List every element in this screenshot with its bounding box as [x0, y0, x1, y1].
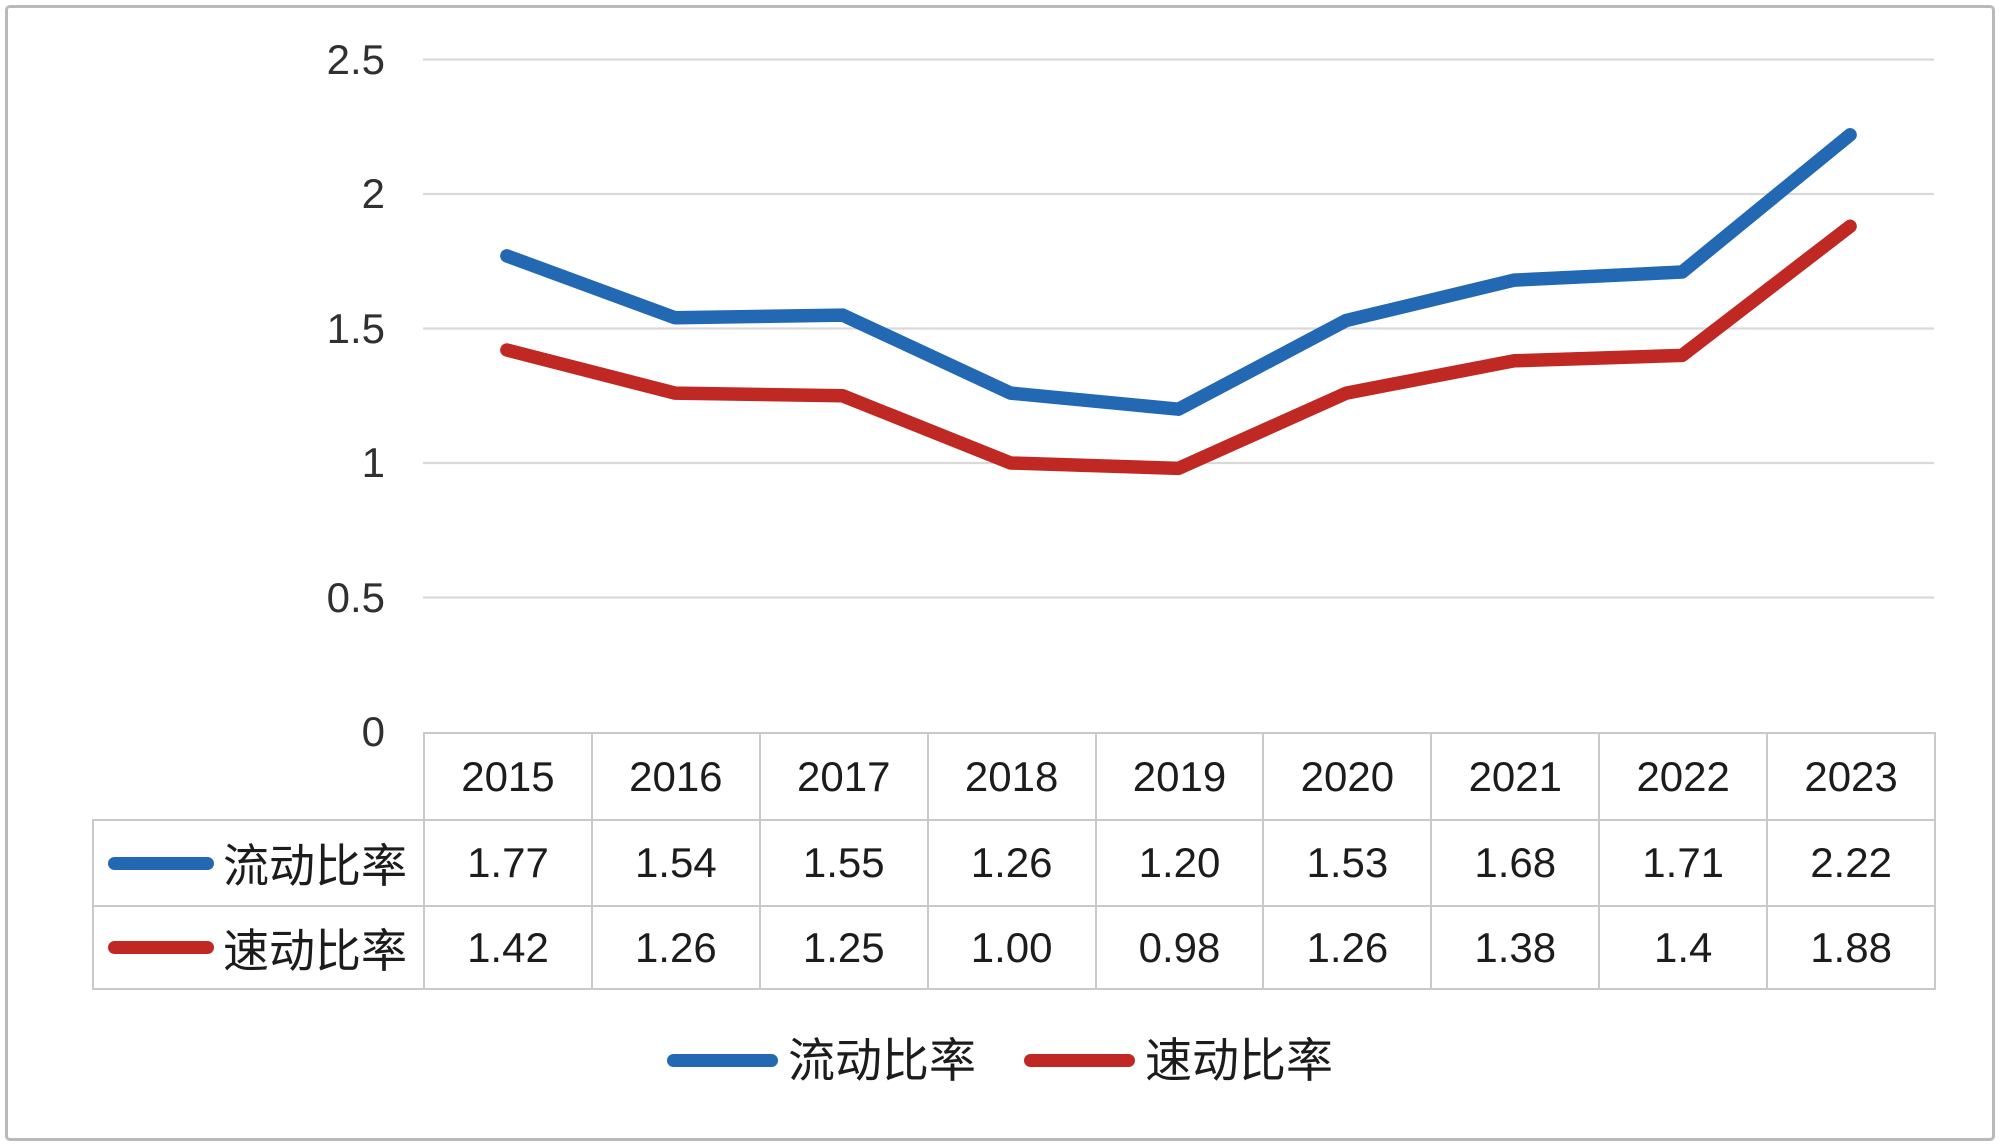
quick-ratio-legend-key-line [1024, 1053, 1135, 1067]
value-cell: 1.54 [590, 819, 761, 907]
value-cell: 1.71 [1598, 819, 1769, 907]
legend-item-quick-ratio: 速动比率 [1024, 1037, 1333, 1084]
value-cell: 1.26 [926, 819, 1097, 907]
value-cell: 1.53 [1262, 819, 1433, 907]
year-header-cell: 2020 [1262, 732, 1433, 821]
value-cell: 2.22 [1766, 819, 1937, 907]
y-axis-tick-label: 1.5 [326, 305, 385, 352]
y-axis-tick-label: 0 [361, 708, 385, 755]
year-header-cell: 2023 [1766, 732, 1937, 821]
legend-item-current-ratio: 流动比率 [667, 1037, 976, 1084]
year-header-cell: 2018 [926, 732, 1097, 821]
y-axis-tick-label: 0.5 [326, 574, 385, 621]
value-cell: 1.68 [1430, 819, 1601, 907]
quick-ratio-line [500, 219, 1857, 476]
table-row: 速动比率 1.42 1.26 1.25 1.00 0.98 1.26 1.38 1.4 1.88 [92, 905, 1937, 990]
value-cell: 1.88 [1766, 905, 1937, 990]
quick-ratio-key-line [108, 941, 214, 954]
series-label-cell: 流动比率 [92, 819, 425, 907]
year-header-cell: 2017 [758, 732, 929, 821]
chart-legend: 流动比率 速动比率 [0, 1031, 2000, 1089]
value-cell: 1.25 [758, 905, 929, 990]
current-ratio-key-line [108, 856, 214, 870]
table-row: 流动比率 1.77 1.54 1.55 1.26 1.20 1.53 1.68 1.71 2.22 [92, 819, 1937, 907]
current-ratio-line [500, 128, 1857, 416]
y-axis-tick-label: 1 [361, 439, 385, 486]
y-axis-tick-label: 2.5 [326, 36, 385, 83]
series-name: 速动比率 [223, 924, 407, 977]
series-name: 流动比率 [223, 840, 407, 892]
year-header-cell: 2016 [590, 732, 761, 821]
year-header-cell: 2022 [1598, 732, 1769, 821]
table-corner-cell [93, 733, 424, 820]
year-header-cell: 2019 [1094, 732, 1265, 821]
value-cell: 1.4 [1598, 905, 1769, 990]
value-cell: 1.00 [926, 905, 1097, 990]
current-ratio-legend-key-line [667, 1053, 778, 1067]
year-header-cell: 2021 [1430, 732, 1601, 821]
value-cell: 1.38 [1430, 905, 1601, 990]
series-label-cell: 速动比率 [92, 905, 425, 990]
legend-label: 速动比率 [1145, 1033, 1333, 1087]
value-cell: 1.77 [423, 819, 593, 907]
value-cell: 1.26 [590, 905, 761, 990]
value-cell: 0.98 [1094, 905, 1265, 990]
legend-label: 流动比率 [788, 1033, 976, 1087]
value-cell: 1.26 [1262, 905, 1433, 990]
value-cell: 1.55 [758, 819, 929, 907]
value-cell: 1.20 [1094, 819, 1265, 907]
y-axis-tick-label: 2 [361, 170, 385, 217]
value-cell: 1.42 [423, 905, 593, 990]
year-header-cell: 2015 [423, 732, 593, 821]
data-table: 2015 2016 2017 2018 2019 2020 2021 2022 2023 流动比率… [92, 732, 1937, 990]
